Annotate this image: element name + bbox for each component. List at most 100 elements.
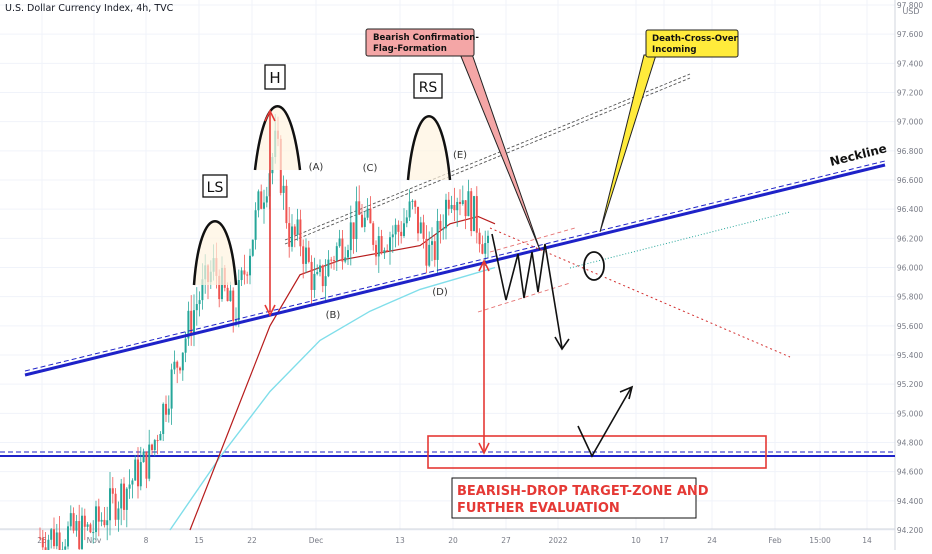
candle-body — [470, 191, 472, 231]
candle-body — [417, 207, 419, 233]
candle-body — [291, 226, 293, 246]
candle-body — [134, 460, 136, 481]
candle-body — [95, 506, 97, 532]
candle-body — [243, 270, 245, 274]
candle-body — [484, 243, 486, 254]
candle-body — [159, 434, 161, 440]
time-tick-label: 15:00 — [809, 536, 831, 545]
price-tick-label: 96.000 — [897, 264, 923, 273]
candle-body — [375, 245, 377, 257]
candle-body — [199, 300, 201, 304]
point-d-label: (D) — [432, 287, 448, 298]
candle-body — [238, 280, 240, 320]
candle-body — [386, 250, 388, 251]
candle-body — [311, 262, 313, 290]
candle-body — [47, 540, 49, 550]
time-tick-label: 2022 — [548, 536, 567, 545]
candle-body — [305, 248, 307, 264]
candle-body — [229, 291, 231, 301]
candle-body — [403, 223, 405, 236]
candle-body — [115, 494, 117, 520]
point-a-label: (A) — [309, 162, 324, 173]
candle-body — [442, 228, 444, 229]
candle-body — [182, 353, 184, 371]
candle-body — [249, 256, 251, 276]
candle-body — [120, 484, 122, 509]
candle-body — [126, 489, 128, 510]
candle-body — [381, 236, 383, 253]
price-tick-label: 97.000 — [897, 118, 923, 127]
candle-body — [297, 219, 299, 234]
price-tick-label: 96.800 — [897, 147, 923, 156]
candle-body — [414, 201, 416, 207]
candle-body — [372, 223, 374, 245]
candle-body — [333, 260, 335, 261]
candle-body — [456, 202, 458, 210]
candle-body — [179, 368, 181, 371]
candle-body — [42, 538, 44, 548]
candle-body — [56, 532, 58, 546]
candle-body — [53, 529, 55, 546]
candle-body — [453, 205, 455, 210]
candle-body — [109, 488, 111, 520]
time-tick-label: 10 — [631, 536, 641, 545]
candle-body — [389, 237, 391, 250]
price-tick-label: 94.200 — [897, 526, 923, 535]
candle-body — [196, 304, 198, 310]
candle-body — [350, 222, 352, 250]
candle-body — [479, 233, 481, 244]
candle-body — [81, 516, 83, 549]
candle-body — [481, 244, 483, 254]
price-tick-label: 95.400 — [897, 351, 923, 360]
price-tick-label: 94.400 — [897, 497, 923, 506]
candle-body — [302, 246, 304, 264]
candle-body — [232, 291, 234, 321]
candle-body — [428, 245, 430, 266]
candle-body — [367, 209, 369, 218]
candle-body — [285, 186, 287, 223]
candle-body — [73, 513, 75, 531]
candle-body — [103, 520, 105, 525]
candle-body — [378, 236, 380, 256]
candle-body — [487, 236, 489, 243]
candle-body — [364, 218, 366, 227]
candle-body — [227, 288, 229, 301]
death-cross-callout-line1: Death-Cross-Over — [652, 34, 739, 44]
candle-body — [246, 275, 248, 276]
ls-label: LS — [207, 180, 224, 196]
candle-body — [425, 239, 427, 266]
price-tick-label: 96.200 — [897, 234, 923, 243]
candle-body — [70, 513, 72, 526]
candle-body — [437, 221, 439, 260]
candle-body — [176, 362, 178, 368]
target-text-line2: FURTHER EVALUATION — [457, 501, 620, 516]
candle-body — [131, 480, 133, 484]
candle-body — [106, 520, 108, 525]
time-tick-label: 8 — [144, 536, 149, 545]
candle-body — [467, 191, 469, 216]
candle-body — [140, 462, 142, 486]
candle-body — [148, 445, 150, 479]
candle-body — [439, 221, 441, 230]
candle-body — [353, 222, 355, 239]
time-tick-label: Nov — [87, 536, 102, 545]
candle-body — [157, 440, 159, 441]
candle-body — [193, 310, 195, 334]
candle-body — [397, 225, 399, 232]
candle-body — [266, 196, 268, 202]
candle-body — [459, 202, 461, 204]
time-tick-label: Feb — [768, 536, 782, 545]
time-tick-label: 17 — [659, 536, 669, 545]
candle-body — [355, 201, 357, 239]
candle-body — [330, 260, 332, 261]
candle-body — [257, 191, 259, 210]
candle-body — [288, 223, 290, 247]
candle-body — [235, 320, 237, 321]
time-tick-label: 20 — [448, 536, 458, 545]
candle-body — [473, 196, 475, 231]
price-tick-label: 94.800 — [897, 439, 923, 448]
candle-body — [143, 452, 145, 462]
candle-body — [409, 201, 411, 217]
